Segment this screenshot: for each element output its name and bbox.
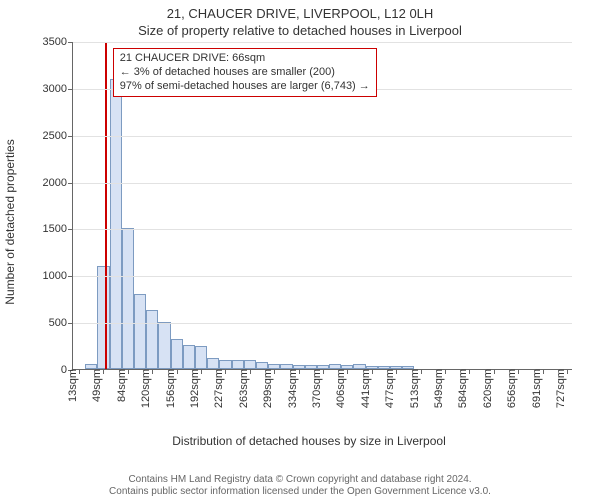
ytick-label: 500 [49, 317, 73, 329]
xtick-mark [128, 369, 129, 374]
xtick-mark [103, 369, 104, 374]
histogram-bar [232, 360, 244, 369]
y-axis-label: Number of detached properties [3, 139, 17, 304]
xtick-label: 727sqm [553, 369, 567, 408]
xtick-mark [518, 369, 519, 374]
xtick-label: 477sqm [382, 369, 396, 408]
xtick-mark [225, 369, 226, 374]
xtick-label: 656sqm [504, 369, 518, 408]
histogram-bar [97, 266, 109, 369]
xtick-label: 227sqm [211, 369, 225, 408]
ytick-label: 2500 [43, 130, 73, 142]
histogram-bar [122, 228, 134, 369]
xtick-mark [274, 369, 275, 374]
xtick-label: 406sqm [333, 369, 347, 408]
xtick-label: 370sqm [309, 369, 323, 408]
ytick-label: 2000 [43, 177, 73, 189]
chart-plot-area: 21 CHAUCER DRIVE: 66sqm ← 3% of detached… [72, 42, 572, 370]
histogram-bar [195, 346, 207, 369]
ytick-label: 3500 [43, 36, 73, 48]
page-title-line1: 21, CHAUCER DRIVE, LIVERPOOL, L12 0LH [0, 0, 600, 21]
gridline [73, 276, 572, 277]
xtick-label: 299sqm [260, 369, 274, 408]
xtick-label: 263sqm [236, 369, 250, 408]
histogram-bar [158, 322, 170, 369]
page: 21, CHAUCER DRIVE, LIVERPOOL, L12 0LH Si… [0, 0, 600, 500]
histogram-bar [244, 360, 256, 369]
xtick-label: 84sqm [114, 369, 128, 402]
histogram-bar [207, 358, 219, 369]
xtick-mark [445, 369, 446, 374]
xtick-mark [323, 369, 324, 374]
xtick-label: 49sqm [89, 369, 103, 402]
annotation-line1: 21 CHAUCER DRIVE: 66sqm [120, 52, 370, 66]
xtick-mark [152, 369, 153, 374]
xtick-label: 334sqm [285, 369, 299, 408]
histogram-bar [146, 310, 158, 369]
page-title-line2: Size of property relative to detached ho… [0, 21, 600, 38]
xtick-label: 513sqm [407, 369, 421, 408]
xtick-label: 549sqm [431, 369, 445, 408]
footer-line1: Contains HM Land Registry data © Crown c… [0, 474, 600, 486]
histogram-bar [110, 79, 122, 370]
gridline [73, 183, 572, 184]
annotation-line2: ← 3% of detached houses are smaller (200… [120, 66, 370, 80]
xtick-label: 156sqm [163, 369, 177, 408]
xtick-label: 441sqm [358, 369, 372, 408]
annotation-line3: 97% of semi-detached houses are larger (… [120, 80, 370, 94]
xtick-label: 691sqm [529, 369, 543, 408]
xtick-mark [567, 369, 568, 374]
xtick-mark [469, 369, 470, 374]
chart-container: Number of detached properties 21 CHAUCER… [34, 42, 584, 442]
ytick-label: 3000 [43, 83, 73, 95]
xtick-mark [396, 369, 397, 374]
xtick-mark [79, 369, 80, 374]
xtick-label: 584sqm [455, 369, 469, 408]
footer-line2: Contains public sector information licen… [0, 486, 600, 498]
histogram-bar [171, 339, 183, 369]
xtick-label: 13sqm [65, 369, 79, 402]
histogram-bar [219, 360, 231, 369]
xtick-mark [201, 369, 202, 374]
xtick-label: 620sqm [480, 369, 494, 408]
ytick-label: 1500 [43, 223, 73, 235]
ytick-label: 1000 [43, 270, 73, 282]
gridline [73, 42, 572, 43]
marker-line [105, 42, 107, 369]
xtick-label: 192sqm [187, 369, 201, 408]
gridline [73, 136, 572, 137]
histogram-bar [134, 294, 146, 369]
xtick-mark [347, 369, 348, 374]
footer: Contains HM Land Registry data © Crown c… [0, 474, 600, 498]
gridline [73, 323, 572, 324]
annotation-box: 21 CHAUCER DRIVE: 66sqm ← 3% of detached… [113, 48, 377, 97]
x-axis-label: Distribution of detached houses by size … [34, 434, 584, 448]
histogram-bar [183, 345, 195, 369]
gridline [73, 229, 572, 230]
xtick-label: 120sqm [138, 369, 152, 408]
